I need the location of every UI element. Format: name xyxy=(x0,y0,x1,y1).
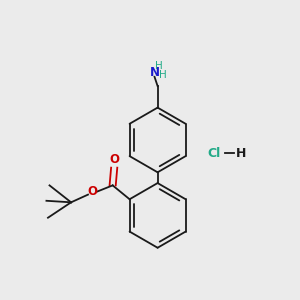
Text: N: N xyxy=(149,66,160,79)
Text: H: H xyxy=(159,70,167,80)
Text: O: O xyxy=(88,185,98,198)
Text: O: O xyxy=(109,153,119,166)
Text: H: H xyxy=(155,61,163,71)
Text: Cl: Cl xyxy=(207,146,220,160)
Text: H: H xyxy=(236,146,247,160)
